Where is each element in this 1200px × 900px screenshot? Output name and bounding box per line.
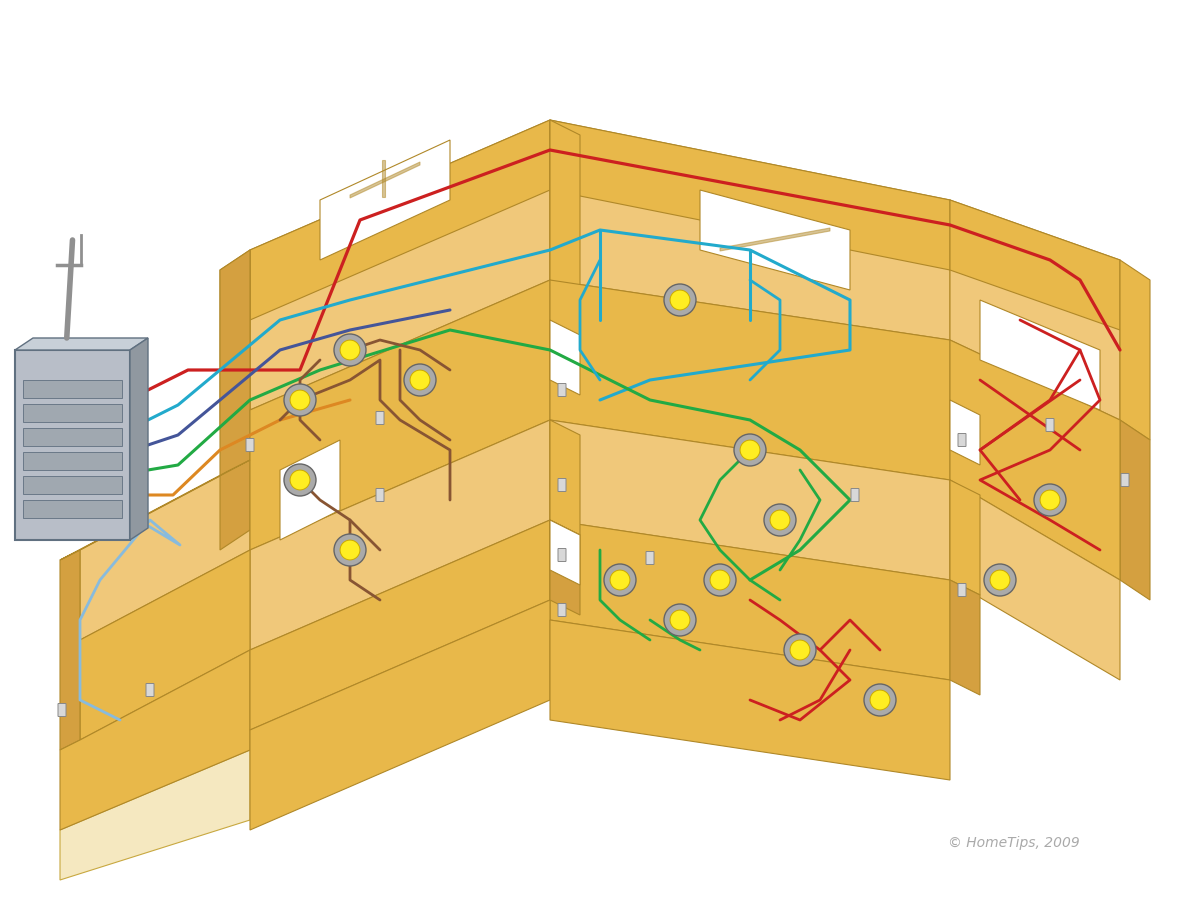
Polygon shape — [550, 280, 950, 480]
Circle shape — [664, 604, 696, 636]
Bar — [23, 500, 122, 518]
Polygon shape — [60, 750, 250, 880]
Circle shape — [284, 384, 316, 416]
Circle shape — [334, 334, 366, 366]
Polygon shape — [250, 120, 550, 320]
Polygon shape — [60, 650, 250, 830]
Circle shape — [334, 534, 366, 566]
Polygon shape — [550, 520, 580, 615]
Circle shape — [990, 570, 1010, 590]
FancyBboxPatch shape — [376, 489, 384, 501]
Polygon shape — [382, 160, 385, 197]
Circle shape — [610, 570, 630, 590]
Circle shape — [734, 434, 766, 466]
Polygon shape — [950, 480, 1120, 680]
Polygon shape — [250, 520, 550, 730]
Circle shape — [770, 510, 790, 530]
Polygon shape — [60, 550, 80, 750]
Polygon shape — [550, 120, 950, 340]
Polygon shape — [950, 400, 980, 465]
Circle shape — [1040, 491, 1060, 510]
Polygon shape — [550, 120, 950, 270]
Polygon shape — [350, 162, 420, 198]
Polygon shape — [220, 250, 250, 430]
Circle shape — [764, 504, 796, 536]
FancyBboxPatch shape — [558, 479, 566, 491]
Polygon shape — [720, 228, 830, 251]
Polygon shape — [950, 480, 980, 595]
Circle shape — [284, 464, 316, 496]
Polygon shape — [250, 420, 550, 650]
Polygon shape — [550, 420, 580, 535]
Polygon shape — [60, 460, 250, 560]
Text: © HomeTips, 2009: © HomeTips, 2009 — [948, 836, 1080, 850]
FancyBboxPatch shape — [146, 683, 154, 697]
Polygon shape — [280, 440, 340, 540]
Circle shape — [710, 570, 730, 590]
FancyBboxPatch shape — [558, 604, 566, 617]
Polygon shape — [550, 120, 580, 295]
Circle shape — [704, 564, 736, 596]
Polygon shape — [1120, 260, 1150, 440]
Polygon shape — [250, 600, 550, 830]
Circle shape — [604, 564, 636, 596]
Polygon shape — [130, 338, 148, 540]
Polygon shape — [950, 200, 1120, 420]
Bar — [23, 476, 122, 494]
Circle shape — [984, 564, 1016, 596]
FancyBboxPatch shape — [958, 583, 966, 597]
FancyBboxPatch shape — [558, 548, 566, 562]
Circle shape — [290, 390, 310, 410]
Polygon shape — [80, 550, 250, 740]
Circle shape — [670, 610, 690, 630]
Circle shape — [664, 284, 696, 316]
Polygon shape — [14, 338, 148, 350]
FancyBboxPatch shape — [58, 704, 66, 716]
Polygon shape — [980, 300, 1100, 410]
Circle shape — [670, 290, 690, 310]
Circle shape — [1034, 484, 1066, 516]
FancyBboxPatch shape — [851, 489, 859, 501]
Polygon shape — [14, 350, 130, 540]
FancyBboxPatch shape — [376, 411, 384, 425]
Circle shape — [740, 440, 760, 460]
Polygon shape — [250, 120, 550, 410]
FancyBboxPatch shape — [1046, 418, 1054, 431]
Bar — [23, 380, 122, 398]
Polygon shape — [250, 280, 550, 550]
Circle shape — [410, 370, 430, 390]
Bar — [23, 404, 122, 422]
Circle shape — [290, 470, 310, 490]
Bar — [23, 452, 122, 470]
Bar — [23, 428, 122, 446]
Polygon shape — [550, 520, 950, 680]
Circle shape — [340, 540, 360, 560]
Polygon shape — [700, 190, 850, 290]
Polygon shape — [950, 580, 980, 695]
Polygon shape — [550, 320, 580, 395]
FancyBboxPatch shape — [646, 552, 654, 564]
Circle shape — [864, 684, 896, 716]
Circle shape — [340, 340, 360, 360]
Polygon shape — [950, 340, 1120, 580]
Polygon shape — [1120, 420, 1150, 600]
Circle shape — [784, 634, 816, 666]
Circle shape — [790, 640, 810, 660]
Circle shape — [870, 690, 890, 710]
FancyBboxPatch shape — [958, 434, 966, 446]
Polygon shape — [550, 620, 950, 780]
Polygon shape — [80, 460, 250, 640]
FancyBboxPatch shape — [558, 383, 566, 397]
Polygon shape — [220, 250, 250, 550]
FancyBboxPatch shape — [246, 438, 254, 452]
Polygon shape — [550, 520, 580, 585]
Polygon shape — [950, 200, 1120, 330]
Polygon shape — [320, 140, 450, 260]
Polygon shape — [550, 420, 950, 580]
Circle shape — [404, 364, 436, 396]
FancyBboxPatch shape — [1121, 473, 1129, 487]
